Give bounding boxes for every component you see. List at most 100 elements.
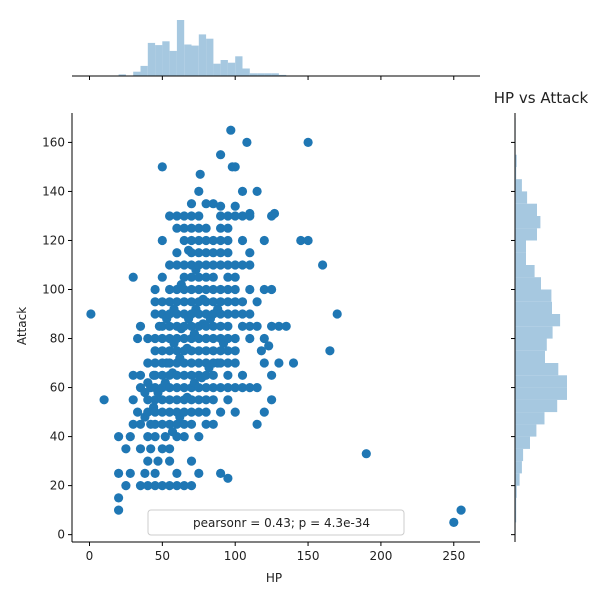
scatter-point bbox=[264, 341, 274, 351]
scatter-point bbox=[179, 284, 189, 295]
scatter-point bbox=[179, 370, 189, 380]
scatter-point bbox=[194, 346, 204, 356]
scatter-point bbox=[194, 333, 204, 344]
scatter-point bbox=[165, 284, 175, 295]
scatter-point bbox=[143, 395, 153, 405]
scatter-point bbox=[230, 260, 240, 270]
hist-bar bbox=[227, 62, 236, 76]
scatter-point bbox=[230, 284, 240, 295]
scatter-point bbox=[143, 481, 153, 491]
scatter-point bbox=[208, 419, 218, 429]
scatter-point bbox=[259, 284, 269, 295]
scatter-point bbox=[237, 211, 248, 221]
scatter-point bbox=[216, 260, 226, 270]
scatter-point bbox=[245, 333, 255, 344]
scatter-point bbox=[223, 383, 233, 393]
scatter-point bbox=[237, 297, 248, 307]
scatter-point bbox=[223, 284, 233, 295]
hist-bar bbox=[213, 63, 221, 76]
scatter-point bbox=[208, 321, 218, 331]
scatter-point bbox=[325, 346, 335, 356]
scatter-point bbox=[150, 395, 160, 405]
scatter-point bbox=[237, 370, 248, 380]
hist-bar bbox=[515, 448, 524, 462]
scatter-point bbox=[128, 272, 138, 282]
scatter-point bbox=[223, 333, 233, 344]
scatter-point bbox=[157, 272, 167, 282]
scatter-point bbox=[165, 444, 175, 454]
scatter-point bbox=[165, 383, 175, 393]
scatter-point bbox=[179, 407, 189, 417]
scatter-point bbox=[245, 284, 255, 295]
scatter-point bbox=[267, 321, 277, 331]
hist-bar bbox=[515, 350, 545, 364]
scatter-point bbox=[157, 407, 167, 417]
scatter-point bbox=[143, 358, 153, 368]
scatter-point bbox=[125, 432, 135, 442]
scatter-point bbox=[226, 125, 236, 135]
hist-bar bbox=[155, 45, 163, 76]
pearsonr-annotation: pearsonr = 0.43; p = 4.3e-34 bbox=[193, 516, 370, 530]
scatter-point bbox=[216, 235, 226, 246]
scatter-point bbox=[157, 444, 167, 454]
scatter-point bbox=[208, 297, 218, 307]
scatter-point bbox=[245, 321, 255, 331]
y-axis-ticks: 0 20 40 60 80 100 120 140 160 bbox=[42, 135, 515, 542]
scatter-point bbox=[128, 370, 138, 380]
hist-bar bbox=[515, 510, 517, 523]
scatter-point bbox=[172, 395, 182, 405]
hist-bar bbox=[515, 473, 520, 486]
scatter-point bbox=[252, 383, 262, 393]
scatter-point bbox=[186, 297, 197, 307]
hist-bar bbox=[176, 20, 185, 76]
scatter-point bbox=[216, 468, 226, 478]
y-tick-label: 60 bbox=[50, 381, 65, 395]
scatter-point bbox=[172, 297, 182, 307]
scatter-point bbox=[201, 199, 211, 209]
hist-bar bbox=[515, 301, 552, 315]
scatter-point bbox=[230, 346, 240, 356]
scatter-point bbox=[208, 383, 218, 393]
hist-bar bbox=[235, 56, 243, 76]
scatter-point bbox=[99, 395, 109, 405]
scatter-point bbox=[252, 186, 262, 196]
hist-bar bbox=[133, 71, 141, 76]
x-tick-label: 0 bbox=[86, 549, 94, 563]
scatter-point bbox=[216, 383, 226, 393]
scatter-point bbox=[274, 358, 284, 368]
hist-bar bbox=[515, 412, 545, 425]
hist-bar bbox=[271, 73, 279, 76]
scatter-point bbox=[114, 505, 124, 515]
hist-bar bbox=[515, 203, 537, 216]
scatter-point bbox=[194, 309, 204, 319]
scatter-point bbox=[216, 248, 226, 258]
hist-bar bbox=[515, 191, 528, 204]
scatter-point bbox=[267, 370, 277, 380]
scatter-point bbox=[361, 449, 371, 459]
hist-bar bbox=[515, 240, 526, 253]
scatter-point bbox=[114, 493, 124, 503]
scatter-point bbox=[165, 419, 175, 429]
scatter-point bbox=[157, 395, 167, 405]
y-tick-label: 100 bbox=[42, 283, 65, 297]
scatter-point bbox=[194, 383, 204, 393]
scatter-point bbox=[208, 248, 218, 258]
hist-bar bbox=[515, 461, 522, 474]
scatter-point bbox=[165, 346, 175, 356]
hist-bar bbox=[515, 265, 535, 278]
scatter-point bbox=[157, 419, 167, 429]
scatter-point bbox=[208, 346, 218, 356]
scatter-point bbox=[133, 407, 143, 417]
hist-bar bbox=[140, 65, 148, 76]
scatter-point bbox=[194, 260, 204, 270]
scatter-points bbox=[86, 125, 466, 528]
hist-bar bbox=[184, 44, 192, 76]
scatter-point bbox=[223, 309, 233, 319]
scatter-point bbox=[194, 248, 204, 258]
scatter-point bbox=[242, 137, 252, 147]
scatter-point bbox=[237, 321, 248, 331]
marginal-x-histogram bbox=[111, 20, 469, 76]
scatter-point bbox=[208, 272, 218, 282]
scatter-point bbox=[223, 473, 233, 483]
scatter-point bbox=[259, 407, 269, 417]
